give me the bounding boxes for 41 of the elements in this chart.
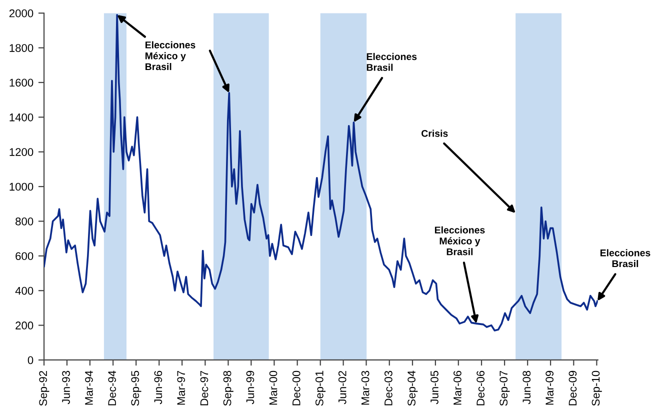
y-tick-label: 400 xyxy=(15,286,34,295)
x-tick-label: Dec-94 xyxy=(108,370,116,406)
x-tick-label: Mar-00 xyxy=(269,370,278,405)
x-tick-label: Sep-04 xyxy=(408,370,418,406)
x-tick-label: Jun-05 xyxy=(430,370,438,404)
y-tick-label: 600 xyxy=(16,252,34,260)
y-tick-label: 1200 xyxy=(10,148,34,156)
annotation: Crisis xyxy=(422,130,448,137)
x-tick-label: Sep-10 xyxy=(592,370,602,406)
y-tick-label: 1600 xyxy=(10,78,34,87)
y-tick-label: 200 xyxy=(16,322,34,330)
x-tick-label: Jun-93 xyxy=(62,370,70,404)
x-tick-label: Sep-98 xyxy=(223,370,234,406)
y-tick-label: 1000 xyxy=(10,182,34,191)
annotation: Elecciones México y Brasil xyxy=(146,41,196,70)
x-tick-label: Sep-95 xyxy=(131,370,142,406)
annotation: Elecciones Brasil xyxy=(366,52,417,71)
x-tick-label: Mar-09 xyxy=(546,370,554,405)
y-tick-label: 0 xyxy=(28,356,34,364)
x-tick-label: Dec-06 xyxy=(476,370,484,406)
x-tick-label: Jun-99 xyxy=(246,370,254,404)
annotation: Elecciones Brasil xyxy=(600,249,650,268)
x-tick-label: Sep-92 xyxy=(39,370,50,406)
x-tick-label: Sep-07 xyxy=(500,370,510,406)
x-tick-label: Jun-08 xyxy=(522,370,531,404)
x-tick-label: Mar-97 xyxy=(177,370,186,405)
y-tick-label: 1800 xyxy=(10,44,34,52)
y-tick-label: 2000 xyxy=(9,9,34,18)
x-tick-label: Dec-09 xyxy=(568,370,577,406)
x-tick-label: Dec-00 xyxy=(292,370,300,406)
x-tick-label: Sep-01 xyxy=(315,370,326,406)
x-tick-label: Dec-97 xyxy=(200,370,208,406)
x-tick-label: Mar-03 xyxy=(361,370,370,405)
annotation: Elecciones México y Brasil xyxy=(434,226,485,256)
y-tick-label: 1400 xyxy=(10,113,34,122)
x-tick-label: Jun-02 xyxy=(338,370,346,404)
y-tick-label: 800 xyxy=(16,218,34,226)
x-tick-label: Mar-06 xyxy=(454,370,462,405)
x-tick-label: Mar-94 xyxy=(85,370,93,405)
x-tick-label: Jun-96 xyxy=(154,370,162,404)
x-tick-label: Dec-03 xyxy=(384,370,392,406)
